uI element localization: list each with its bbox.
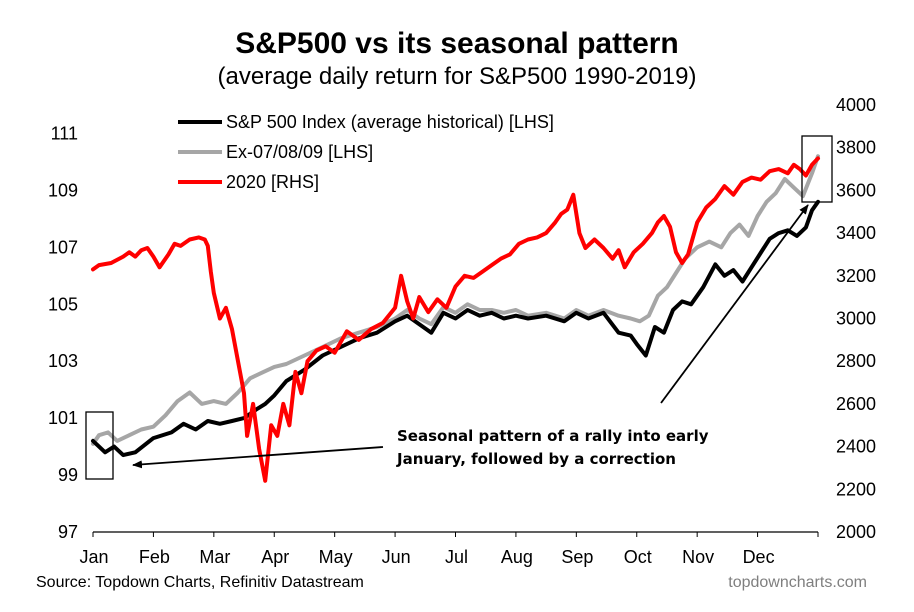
x-tick-label: Aug (501, 547, 533, 567)
left-tick-label: 97 (58, 522, 78, 542)
highlight-box-december (801, 135, 833, 203)
annotation-line-1: Seasonal pattern of a rally into early (397, 427, 709, 445)
legend-label-ex-07-08-09: Ex-07/08/09 [LHS] (226, 142, 373, 162)
left-tick-label: 109 (48, 180, 78, 200)
annotation-arrow-december (660, 204, 809, 404)
x-tick-label: Sep (561, 547, 593, 567)
right-tick-label: 3800 (836, 138, 876, 158)
x-tick-label: Jun (382, 547, 411, 567)
x-tick-label: Nov (682, 547, 714, 567)
highlight-box-january (85, 411, 114, 480)
right-tick-label: 3000 (836, 309, 876, 329)
right-tick-label: 2800 (836, 351, 876, 371)
left-tick-label: 101 (48, 408, 78, 428)
series-line-2020-rhs (91, 156, 820, 483)
left-tick-label: 103 (48, 351, 78, 371)
right-tick-label: 2000 (836, 522, 876, 542)
right-tick-label: 2200 (836, 479, 876, 499)
right-tick-label: 3600 (836, 180, 876, 200)
series-line-ex-07-08-09-lhs (91, 154, 820, 446)
legend-label-2020: 2020 [RHS] (226, 172, 319, 192)
x-axis: Jan Feb Mar Apr May Jun Jul Aug Sep Oct Nov Dec (79, 531, 819, 567)
series-line-s-p-500-index-average-historical-lhs (91, 199, 820, 458)
x-tick-label: Dec (743, 547, 775, 567)
right-tick-label: 2600 (836, 394, 876, 414)
right-tick-label: 2400 (836, 437, 876, 457)
right-tick-label: 3400 (836, 223, 876, 243)
right-tick-label: 3200 (836, 266, 876, 286)
left-tick-label: 99 (58, 465, 78, 485)
x-tick-label: Jan (79, 547, 108, 567)
legend: S&P 500 Index (average historical) [LHS]… (178, 112, 554, 192)
legend-label-sp500: S&P 500 Index (average historical) [LHS] (226, 112, 554, 132)
chart-title: S&P500 vs its seasonal pattern (235, 27, 679, 60)
annotation-line-2: January, followed by a correction (396, 450, 676, 468)
x-tick-label: May (319, 547, 353, 567)
x-tick-label: Feb (139, 547, 170, 567)
series-layer (91, 154, 820, 483)
annotation-arrow-january (132, 446, 384, 469)
left-tick-label: 105 (48, 294, 78, 314)
left-tick-label: 111 (51, 123, 78, 143)
source-note: Source: Topdown Charts, Refinitiv Datast… (36, 574, 364, 591)
x-tick-label: Mar (199, 547, 230, 567)
right-axis-ticks: 4000 3800 3600 3400 3200 3000 2800 2600 2400 2200… (836, 95, 876, 542)
chart-subtitle: (average daily return for S&P500 1990-20… (218, 63, 697, 90)
x-tick-label: Jul (445, 547, 468, 567)
x-tick-label: Oct (624, 547, 652, 567)
x-tick-label: Apr (261, 547, 289, 567)
brand-watermark: topdowncharts.com (728, 574, 867, 591)
left-axis-ticks: 111 109 107 105 103 101 99 97 (48, 123, 78, 542)
right-tick-label: 4000 (836, 95, 876, 115)
left-tick-label: 107 (48, 237, 78, 257)
